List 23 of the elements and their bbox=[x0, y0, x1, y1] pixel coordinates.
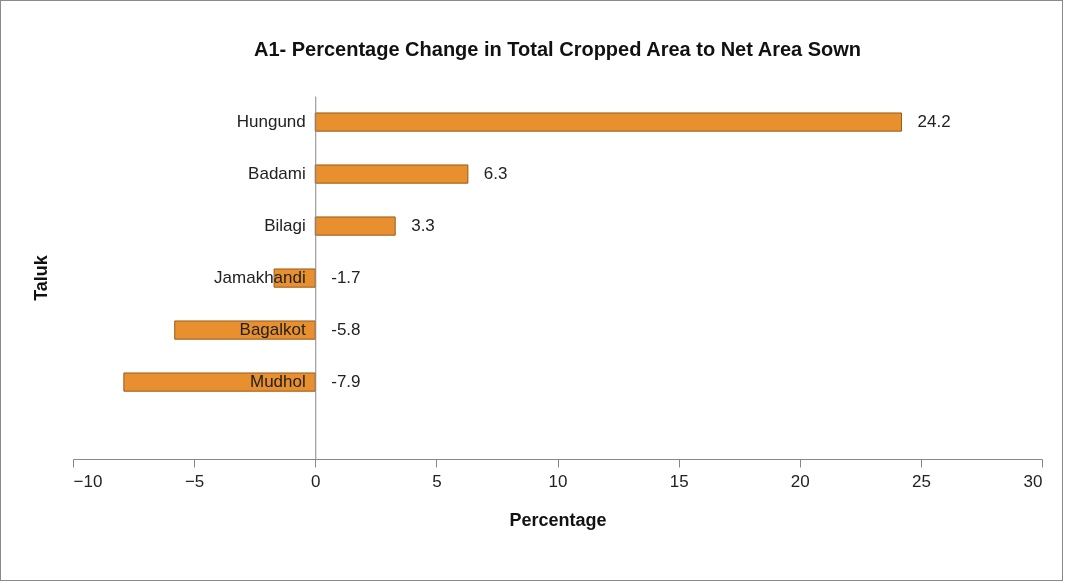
x-tick-label: 30 bbox=[1023, 471, 1043, 491]
x-tick-label: −10 bbox=[73, 471, 103, 491]
x-tick-label: 15 bbox=[669, 471, 689, 491]
x-tick-label: 10 bbox=[548, 471, 568, 491]
x-tick-label: 20 bbox=[790, 471, 810, 491]
y-tick-label: Badami bbox=[248, 164, 306, 184]
y-tick-label: Mudhol bbox=[249, 372, 306, 392]
x-axis-title: Percentage bbox=[509, 509, 607, 530]
x-tick-label: −5 bbox=[184, 471, 205, 491]
data-label: 24.2 bbox=[917, 112, 951, 132]
data-label: -7.9 bbox=[331, 372, 361, 392]
y-tick-label: Hungund bbox=[236, 112, 306, 132]
data-label: 6.3 bbox=[483, 164, 508, 184]
data-label: 3.3 bbox=[411, 216, 435, 236]
chart-title: A1- Percentage Change in Total Cropped Area to Net Area Sown bbox=[253, 38, 862, 60]
x-tick-label: 5 bbox=[432, 471, 442, 491]
y-tick-label: Bagalkot bbox=[239, 320, 307, 340]
x-tick-label: 0 bbox=[311, 471, 321, 491]
data-label: -5.8 bbox=[331, 320, 361, 340]
y-tick-label: Bilagi bbox=[264, 216, 306, 236]
y-axis-title: Taluk bbox=[30, 254, 51, 301]
data-label: -1.7 bbox=[331, 268, 361, 288]
x-tick-label: 25 bbox=[911, 471, 931, 491]
